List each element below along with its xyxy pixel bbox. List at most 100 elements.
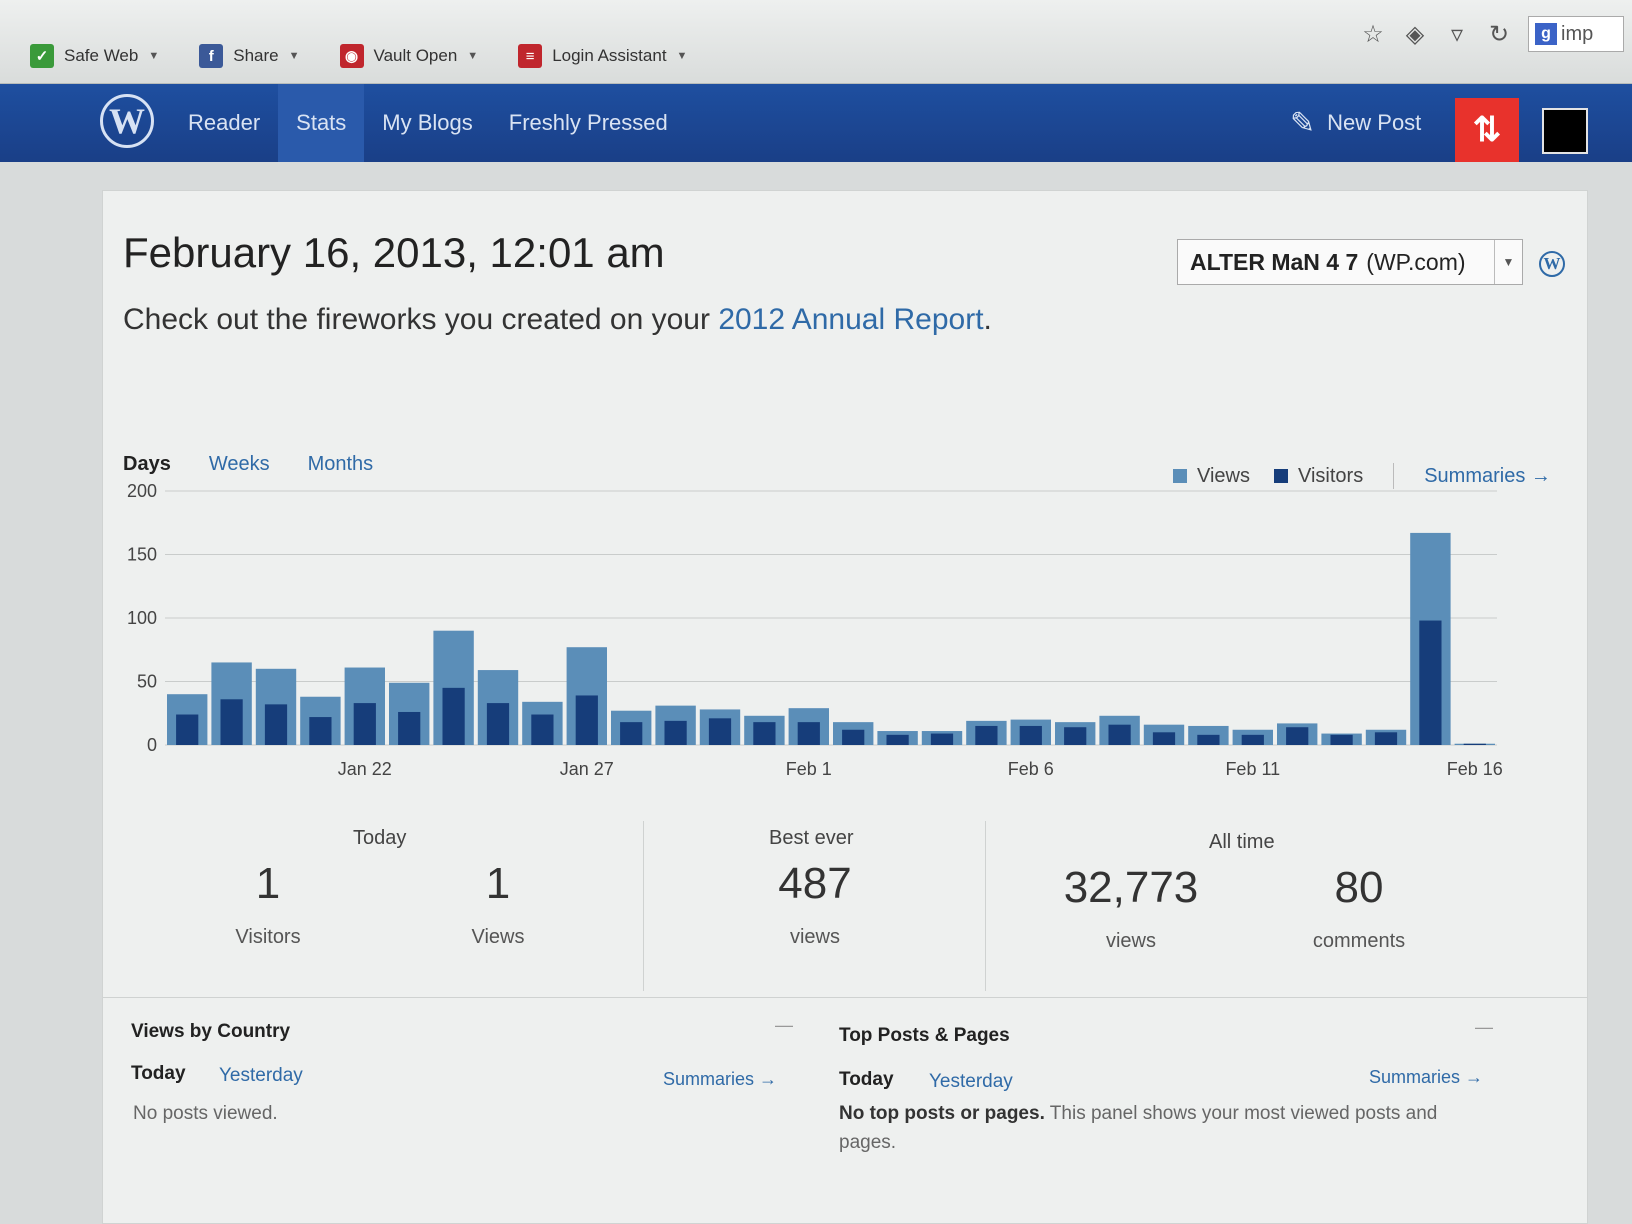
- browser-search-box[interactable]: g imp: [1528, 16, 1624, 52]
- blog-suffix: (WP.com): [1366, 248, 1466, 275]
- visitors-bar: [1330, 734, 1353, 745]
- nav-my-blogs[interactable]: My Blogs: [382, 110, 473, 135]
- tab-days[interactable]: Days: [123, 453, 171, 475]
- x-tick-label: Feb 16: [1447, 759, 1503, 779]
- all-time-comments-label: comments: [1312, 930, 1406, 952]
- visitors-bar: [620, 722, 643, 745]
- visitors-bar: [886, 734, 909, 745]
- bookmark-1[interactable]: f Share ▼: [199, 44, 300, 68]
- top-posts-summaries-link[interactable]: Summaries →: [1369, 1067, 1484, 1087]
- y-tick-label: 200: [127, 481, 157, 501]
- legend-views: Views: [1197, 464, 1250, 487]
- safe-web-icon: ✓: [30, 44, 54, 68]
- blog-select[interactable]: ALTER MaN 4 7 (WP.com) ▼: [1177, 239, 1523, 285]
- summaries-link[interactable]: Summaries →: [1424, 464, 1551, 487]
- bookmark-label: Share: [233, 46, 279, 65]
- minimize-icon[interactable]: —: [775, 1015, 793, 1035]
- top-posts-tab-today[interactable]: Today: [839, 1069, 894, 1090]
- stats-divider: [985, 821, 986, 991]
- visitors-bar: [1197, 734, 1220, 745]
- wordpress-logo-icon[interactable]: W: [100, 94, 154, 148]
- reload-icon[interactable]: ↻: [1488, 20, 1510, 48]
- new-post-button[interactable]: ✎ New Post: [1290, 84, 1421, 162]
- pencil-icon: ✎: [1290, 106, 1316, 140]
- bookmark-3[interactable]: ≡ Login Assistant ▼: [518, 44, 687, 68]
- page-title: February 16, 2013, 12:01 am: [123, 229, 665, 276]
- chart-legend: Views Visitors Summaries →: [1173, 463, 1551, 489]
- browser-chrome: ✓ Safe Web ▼ f Share ▼ ◉ Vault Open ▼ ≡ Login Assi…: [0, 0, 1632, 84]
- notifications-button[interactable]: ⇅: [1455, 98, 1519, 162]
- country-tab-yesterday[interactable]: Yesterday: [219, 1065, 303, 1086]
- caret-down-icon: ▼: [676, 50, 688, 62]
- bookmark-label: Safe Web: [64, 46, 139, 65]
- visitors-bar: [1064, 727, 1087, 745]
- top-posts-empty-message: No top posts or pages. This panel shows …: [839, 1099, 1489, 1158]
- tab-months[interactable]: Months: [307, 453, 374, 475]
- bookmark-0[interactable]: ✓ Safe Web ▼: [30, 44, 159, 68]
- stats-divider: [643, 821, 644, 991]
- notifications-icon: ⇅: [1472, 111, 1502, 149]
- visitors-bar: [1152, 732, 1176, 745]
- browser-toolbar-right: ☆ ◈ ▿ ↻ g imp: [1360, 14, 1632, 54]
- main-nav: Reader Stats My Blogs Freshly Pressed: [170, 84, 686, 162]
- nav-stats[interactable]: Stats: [278, 84, 365, 162]
- top-posts-tab-yesterday[interactable]: Yesterday: [929, 1071, 1013, 1092]
- visitors-bar: [1108, 724, 1131, 745]
- visitors-bar: [797, 722, 820, 745]
- visitors-bar: [708, 718, 732, 745]
- x-tick-label: Jan 27: [560, 759, 614, 779]
- wordpress-site-icon[interactable]: W: [1539, 251, 1565, 277]
- dropdown-icon[interactable]: ▿: [1450, 20, 1464, 48]
- today-views-label: Views: [471, 926, 525, 948]
- visitors-bar: [842, 729, 865, 745]
- visitors-swatch: [1274, 469, 1288, 483]
- legend-visitors: Visitors: [1298, 464, 1364, 487]
- chevron-down-icon[interactable]: ▼: [1494, 240, 1522, 284]
- top-posts-empty-text: This panel shows your most viewed posts …: [839, 1103, 1438, 1154]
- visitors-bar: [398, 711, 421, 745]
- visitors-bar: [486, 703, 510, 745]
- share-icon[interactable]: ◈: [1405, 20, 1425, 48]
- visitors-bar: [1019, 725, 1042, 745]
- visitors-bar: [1419, 620, 1442, 745]
- bookmark-2[interactable]: ◉ Vault Open ▼: [339, 44, 478, 68]
- visitors-bar: [975, 725, 998, 745]
- annual-report-promo: Check out the fireworks you created on y…: [123, 303, 992, 337]
- visitors-bar: [264, 704, 288, 745]
- visitors-bar: [930, 733, 954, 745]
- visitors-bar: [664, 720, 687, 745]
- x-tick-label: Jan 22: [338, 759, 392, 779]
- country-summaries-link[interactable]: Summaries →: [663, 1069, 778, 1089]
- star-icon[interactable]: ☆: [1362, 20, 1384, 48]
- visitors-bar: [353, 703, 376, 745]
- stats-bottom-border: [103, 997, 1587, 998]
- minimize-icon[interactable]: —: [1475, 1017, 1493, 1037]
- today-label: Today: [353, 827, 407, 849]
- visitors-bar: [575, 695, 598, 745]
- bookmarks-bar: ✓ Safe Web ▼ f Share ▼ ◉ Vault Open ▼ ≡ Login Assi…: [30, 44, 687, 68]
- today-views-value: 1: [485, 859, 511, 908]
- all-time-views-value: 32,773: [1063, 863, 1199, 912]
- tab-weeks[interactable]: Weeks: [208, 453, 270, 475]
- all-time-label: All time: [1209, 831, 1275, 853]
- x-tick-label: Feb 11: [1225, 759, 1280, 779]
- y-tick-label: 0: [147, 735, 157, 755]
- annual-report-link[interactable]: 2012 Annual Report: [718, 303, 984, 336]
- wordpress-top-bar: W Reader Stats My Blogs Freshly Pressed ✎ N…: [0, 84, 1632, 162]
- country-empty-message: No posts viewed.: [133, 1103, 278, 1124]
- visitors-bar: [176, 714, 199, 745]
- y-tick-label: 50: [137, 672, 157, 692]
- top-posts-empty-bold: No top posts or pages.: [839, 1103, 1045, 1124]
- all-time-views-label: views: [1105, 930, 1156, 952]
- top-posts-title: Top Posts & Pages: [839, 1025, 1010, 1046]
- visitors-bar: [1463, 743, 1486, 745]
- avatar[interactable]: [1542, 108, 1588, 154]
- nav-reader[interactable]: Reader: [188, 110, 261, 135]
- caret-down-icon: ▼: [148, 50, 160, 62]
- best-ever-label: Best ever: [769, 827, 854, 849]
- x-tick-label: Feb 6: [1008, 759, 1054, 779]
- visitors-bar: [442, 687, 465, 745]
- nav-freshly-pressed[interactable]: Freshly Pressed: [508, 110, 668, 135]
- new-post-label: New Post: [1327, 110, 1422, 135]
- country-tab-today[interactable]: Today: [131, 1063, 186, 1084]
